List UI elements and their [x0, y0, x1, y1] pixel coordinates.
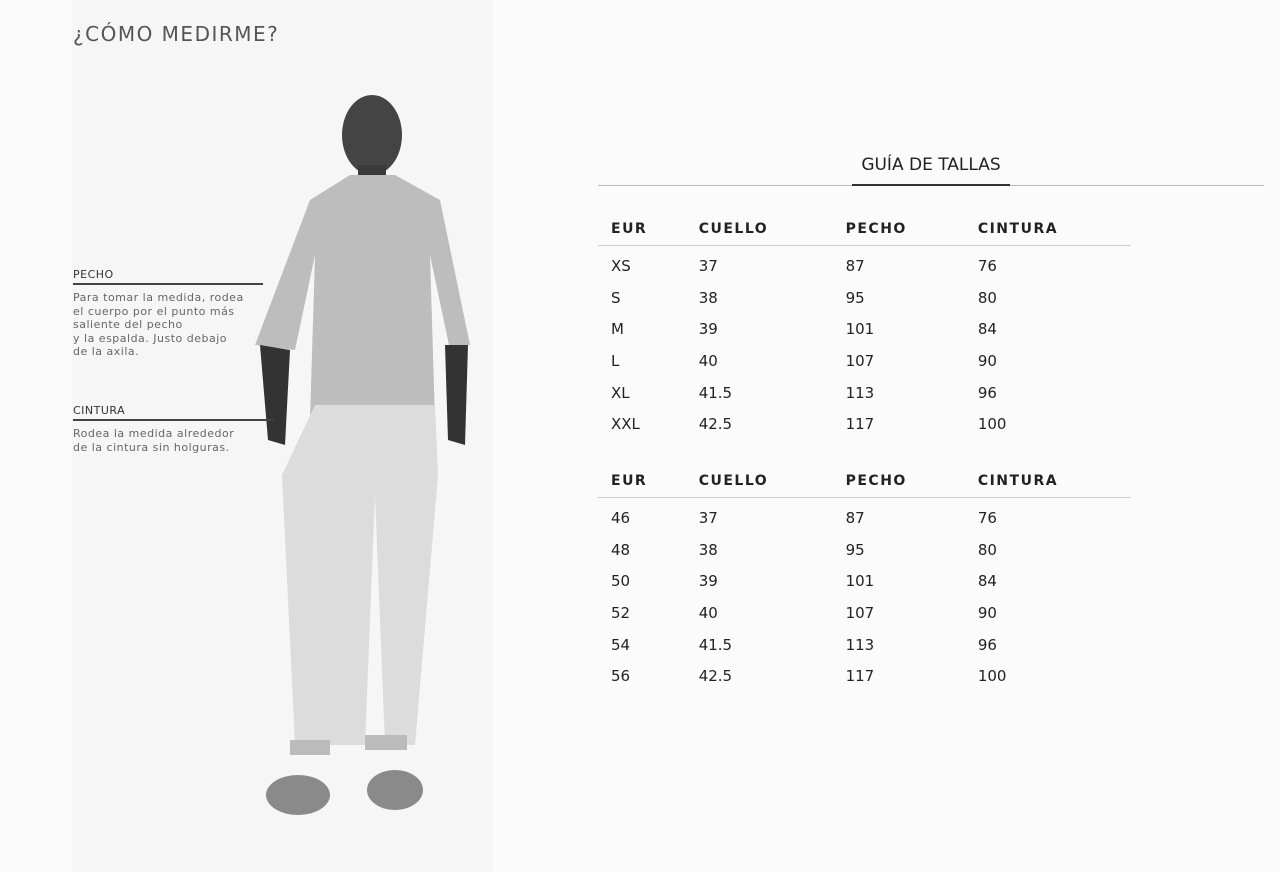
table-cell: 107: [845, 603, 875, 622]
table-cell: 42.5: [698, 415, 733, 434]
column-header: CINTURA: [964, 472, 1131, 498]
table-cell: 84: [977, 572, 997, 591]
table-cell: 95: [845, 540, 865, 559]
table-cell: 80: [977, 540, 997, 559]
table-cell: 80: [977, 288, 997, 307]
table-cell: 46: [611, 508, 631, 527]
table-cell: 84: [977, 320, 997, 339]
column-header: CUELLO: [685, 220, 833, 246]
table-cell: 50: [611, 572, 631, 591]
table-row: XS 37 87 76: [598, 246, 1131, 282]
table-cell: 42.5: [698, 667, 733, 686]
table-cell: M: [611, 320, 624, 339]
table-row: S 38 95 80: [598, 282, 1131, 314]
table-row: 52 40 107 90: [598, 597, 1131, 629]
table-cell: 40: [698, 603, 718, 622]
table-cell: 113: [845, 635, 875, 654]
table-cell: 101: [845, 320, 875, 339]
table-cell: 41.5: [698, 635, 733, 654]
table-row: M 39 101 84: [598, 313, 1131, 345]
column-header: CUELLO: [685, 472, 833, 498]
table-cell: 96: [977, 635, 997, 654]
table-row: 50 39 101 84: [598, 565, 1131, 597]
table-cell: 38: [698, 540, 718, 559]
table-row: L 40 107 90: [598, 345, 1131, 377]
table-cell: 117: [845, 415, 875, 434]
table-cell: 87: [845, 508, 865, 527]
table-cell: 113: [845, 383, 875, 402]
waist-description: Rodea la medida alrededor de la cintura …: [73, 427, 235, 454]
table-cell: 100: [977, 667, 1007, 686]
model-photo: [255, 95, 470, 815]
chest-description: Para tomar la medida, rodea el cuerpo po…: [73, 291, 244, 358]
table-cell: 90: [977, 603, 997, 622]
table-cell: 54: [611, 635, 631, 654]
header-row: EUR CUELLO PECHO CINTURA: [598, 220, 1131, 246]
table-cell: 37: [698, 508, 718, 527]
table-cell: 48: [611, 540, 631, 559]
column-header: EUR: [598, 472, 686, 498]
column-header: PECHO: [832, 220, 965, 246]
table-cell: 90: [977, 351, 997, 370]
table-cell: 39: [698, 572, 718, 591]
tab-size-guide[interactable]: GUÍA DE TALLAS: [861, 155, 1001, 175]
table-row: XL 41.5 113 96: [598, 377, 1131, 409]
waist-divider: [73, 419, 273, 421]
table-row: 46 37 87 76: [598, 498, 1131, 534]
table-cell: 56: [611, 667, 631, 686]
table-cell: 117: [845, 667, 875, 686]
table-cell: XL: [611, 383, 630, 402]
column-header: PECHO: [832, 472, 965, 498]
size-table-letters: EUR CUELLO PECHO CINTURA XS 37 87 76 S 38 95 80 M 39 1…: [598, 220, 1131, 440]
table-cell: 96: [977, 383, 997, 402]
table-cell: 76: [977, 256, 997, 275]
table-cell: 100: [977, 415, 1007, 434]
table-cell: L: [611, 351, 620, 370]
table-cell: 39: [698, 320, 718, 339]
table-cell: 101: [845, 572, 875, 591]
table-row: 54 41.5 113 96: [598, 629, 1131, 661]
table-row: XXL 42.5 117 100: [598, 408, 1131, 440]
table-cell: 38: [698, 288, 718, 307]
active-tab-indicator: [852, 184, 1010, 186]
column-header: EUR: [598, 220, 686, 246]
table-cell: 52: [611, 603, 631, 622]
table-cell: 76: [977, 508, 997, 527]
header-row: EUR CUELLO PECHO CINTURA: [598, 472, 1131, 498]
column-header: CINTURA: [964, 220, 1131, 246]
table-cell: 87: [845, 256, 865, 275]
page-title: ¿CÓMO MEDIRME?: [73, 22, 280, 46]
table-cell: 107: [845, 351, 875, 370]
chest-divider: [73, 283, 263, 285]
chest-label: PECHO: [73, 268, 114, 281]
table-cell: 41.5: [698, 383, 733, 402]
table-cell: S: [611, 288, 621, 307]
waist-label: CINTURA: [73, 404, 126, 417]
table-cell: XXL: [611, 415, 640, 434]
table-cell: 40: [698, 351, 718, 370]
table-cell: XS: [611, 256, 631, 275]
size-table-numbers: EUR CUELLO PECHO CINTURA 46 37 87 76 48 38 95 80 50 3…: [598, 472, 1131, 692]
table-cell: 95: [845, 288, 865, 307]
table-row: 56 42.5 117 100: [598, 660, 1131, 692]
table-cell: 37: [698, 256, 718, 275]
table-row: 48 38 95 80: [598, 534, 1131, 566]
